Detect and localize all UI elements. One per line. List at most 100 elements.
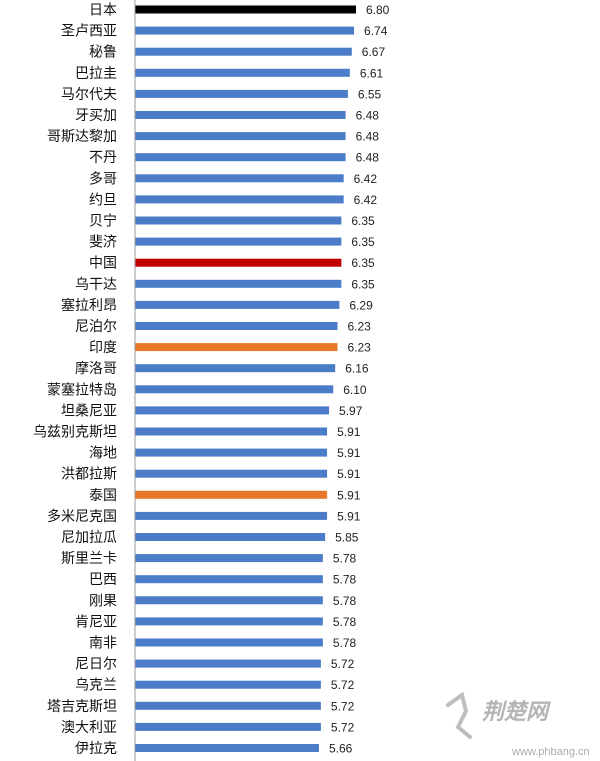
bar — [135, 322, 338, 330]
category-label: 刚果 — [89, 593, 117, 609]
category-label: 不丹 — [89, 150, 117, 166]
bar — [135, 701, 321, 710]
value-label: 6.29 — [349, 298, 373, 312]
value-label: 6.23 — [347, 320, 371, 334]
category-label: 尼加拉瓜 — [61, 530, 117, 546]
category-label: 贝宁 — [89, 213, 117, 230]
category-label: 洪都拉斯 — [61, 467, 117, 483]
value-label: 5.97 — [339, 404, 363, 418]
bar — [135, 47, 352, 56]
bar — [135, 132, 346, 141]
value-label: 6.35 — [351, 256, 375, 270]
bar — [135, 427, 328, 436]
value-label: 5.78 — [333, 552, 357, 566]
value-label: 6.67 — [362, 45, 386, 59]
value-label: 5.72 — [331, 720, 355, 734]
value-label: 5.91 — [337, 509, 361, 523]
category-label: 多米尼克国 — [47, 508, 117, 525]
value-label: 5.78 — [333, 615, 357, 629]
category-label: 尼日尔 — [75, 657, 117, 673]
category-label: 圣卢西亚 — [61, 24, 117, 40]
value-label: 6.23 — [347, 341, 371, 355]
bars-layer: 日本 6.80 圣卢西亚 6.74 秘鲁 6.67 巴拉圭 6.61 马尔代夫 6.55 牙买加 6.… — [33, 3, 390, 758]
bar — [135, 744, 319, 752]
category-label: 斐济 — [89, 235, 117, 251]
bar — [135, 300, 340, 309]
category-label: 尼泊尔 — [75, 319, 117, 335]
value-label: 6.16 — [345, 362, 369, 376]
category-label: 约旦 — [89, 192, 117, 208]
bar — [135, 364, 336, 373]
bar — [135, 258, 342, 267]
value-label: 5.78 — [333, 594, 357, 608]
bar — [135, 448, 328, 457]
value-label: 6.42 — [354, 172, 378, 186]
bar — [135, 406, 330, 415]
bar — [135, 659, 321, 668]
category-label: 澳大利亚 — [61, 720, 117, 736]
bar — [135, 511, 328, 520]
bar — [135, 26, 355, 35]
value-label: 5.72 — [331, 657, 355, 671]
value-label: 6.35 — [351, 214, 375, 228]
bar — [135, 68, 350, 77]
value-label: 5.85 — [335, 531, 359, 545]
value-label: 6.10 — [343, 383, 367, 397]
bar — [135, 385, 334, 394]
watermark-site-name: 荆楚网 — [482, 699, 551, 724]
bar — [135, 343, 338, 352]
bar — [135, 174, 344, 183]
category-label: 印度 — [89, 340, 117, 356]
category-label: 斯里兰卡 — [61, 551, 117, 567]
value-label: 6.35 — [351, 235, 375, 249]
value-label: 5.91 — [337, 467, 361, 481]
category-label: 摩洛哥 — [75, 360, 117, 377]
category-label: 塔吉克斯坦 — [47, 699, 117, 715]
value-label: 6.80 — [366, 3, 390, 17]
bar — [135, 638, 323, 647]
watermark-logo — [446, 691, 472, 739]
category-label: 伊拉克 — [75, 741, 117, 757]
category-label: 蒙塞拉特岛 — [47, 381, 117, 398]
value-label: 6.35 — [351, 277, 375, 291]
bar — [135, 279, 342, 288]
bar — [135, 575, 323, 584]
category-label: 南非 — [89, 636, 117, 652]
value-label: 5.72 — [331, 678, 355, 692]
category-label: 乌干达 — [75, 277, 117, 293]
value-label: 6.74 — [364, 24, 388, 38]
value-label: 6.48 — [356, 130, 380, 144]
value-label: 6.55 — [358, 87, 382, 101]
category-label: 肯尼亚 — [75, 614, 117, 630]
value-label: 6.61 — [360, 66, 384, 80]
value-label: 5.72 — [331, 699, 355, 713]
category-label: 塞拉利昂 — [61, 297, 117, 314]
category-label: 坦桑尼亚 — [61, 403, 117, 419]
bar — [135, 533, 326, 541]
value-label: 6.42 — [354, 193, 378, 207]
category-label: 乌兹别克斯坦 — [33, 425, 117, 441]
bar — [135, 554, 323, 563]
bar — [135, 111, 346, 119]
value-label: 5.91 — [337, 446, 361, 460]
category-label: 巴西 — [89, 572, 117, 588]
bar — [135, 596, 323, 605]
bar — [135, 680, 321, 689]
category-label: 马尔代夫 — [61, 87, 117, 103]
value-label: 6.48 — [356, 151, 380, 165]
bar — [135, 237, 342, 246]
category-label: 牙买加 — [75, 108, 117, 124]
value-label: 5.66 — [329, 742, 353, 756]
category-label: 中国 — [89, 256, 117, 272]
bar — [135, 490, 328, 499]
category-label: 哥斯达黎加 — [47, 129, 117, 145]
category-label: 海地 — [89, 446, 117, 462]
bar — [135, 469, 328, 478]
value-label: 5.78 — [333, 636, 357, 650]
category-label: 泰国 — [89, 488, 117, 504]
bar — [135, 617, 323, 626]
category-label: 多哥 — [89, 170, 117, 187]
bar — [135, 153, 346, 162]
bar — [135, 195, 344, 204]
